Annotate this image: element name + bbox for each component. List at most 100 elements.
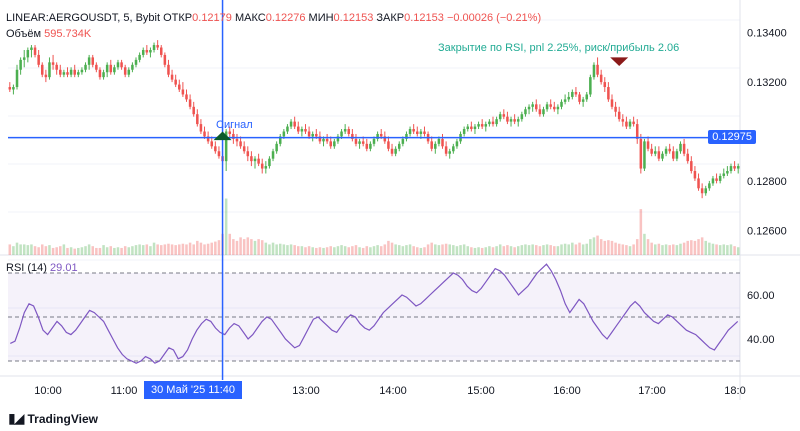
close-label: ЗАКР (376, 12, 405, 24)
volume-bar (120, 247, 123, 255)
trade-exit-annotation: Закрытие по RSI, pnl 2.25%, риск/прибыль… (438, 42, 680, 54)
volume-bar (646, 239, 650, 255)
candle-body (268, 158, 271, 167)
volume-legend[interactable]: Объём 595.734K (6, 28, 91, 40)
volume-bar (178, 244, 181, 255)
price-tick-label: 0.13400 (747, 28, 787, 40)
volume-bar (131, 246, 134, 255)
candle-body (98, 69, 102, 78)
volume-bar (278, 243, 282, 255)
volume-bar (589, 239, 592, 255)
candle-body (394, 148, 397, 154)
volume-bar (333, 247, 336, 255)
volume-bar (459, 245, 462, 255)
candle-body (455, 141, 459, 147)
candle-body (383, 136, 387, 142)
volume-bar (470, 247, 473, 255)
candle-body (610, 99, 614, 107)
rsi-legend[interactable]: RSI (14) 29.01 (6, 262, 78, 274)
volume-bar (145, 244, 149, 255)
volume-bar (722, 244, 726, 255)
volume-bar (661, 245, 664, 255)
candle-body (672, 151, 675, 159)
tradingview-logo[interactable]: ▮◢ TradingView (8, 410, 98, 427)
time-tick-label: 16:00 (553, 385, 581, 397)
candle-body (491, 121, 495, 125)
rsi-value: 29.01 (50, 262, 78, 274)
volume-bar (376, 245, 379, 255)
rsi-tick-label: 60.00 (747, 290, 775, 302)
volume-bar (318, 247, 322, 255)
volume-bar (80, 247, 84, 255)
volume-bar (286, 245, 289, 255)
crosshair-time-tag: 30 Май '25 11:40 (144, 381, 242, 399)
volume-bar (452, 245, 455, 255)
candle-body (376, 133, 379, 139)
candle-body (181, 89, 185, 95)
volume-bar (491, 247, 495, 255)
volume-bar (91, 246, 95, 255)
candle-body (661, 153, 664, 159)
candle-body (12, 87, 15, 90)
volume-bar (535, 245, 538, 255)
volume-bar (477, 247, 480, 255)
candle-body (599, 74, 603, 83)
candle-body (621, 119, 625, 122)
candle-body (444, 146, 448, 154)
volume-bar (55, 247, 58, 255)
candle-body (736, 166, 740, 169)
candle-body (711, 178, 715, 184)
candle-body (675, 151, 679, 159)
candle-body (340, 131, 343, 137)
price-tick-label: 0.12600 (747, 225, 787, 237)
volume-bar (531, 244, 534, 255)
candle-body (617, 111, 621, 120)
time-tick-label: 10:00 (34, 385, 62, 397)
volume-bar (98, 247, 102, 255)
candle-body (607, 87, 610, 100)
symbol-label[interactable]: LINEAR:AERGOUSDT, 5, Bybit (6, 12, 161, 24)
volume-bar (542, 245, 545, 255)
volume-bar (307, 246, 311, 255)
volume-bar (614, 242, 617, 255)
volume-bar (293, 245, 296, 255)
volume-bar (159, 245, 163, 255)
volume-bar (260, 240, 264, 255)
volume-bar (185, 244, 188, 255)
candle-body (733, 166, 736, 169)
candle-body (178, 84, 181, 90)
candle-body (170, 74, 174, 80)
volume-bar (571, 242, 574, 255)
candle-body (358, 141, 361, 144)
volume-bar (444, 243, 448, 255)
candle-body (59, 69, 62, 75)
volume-bar (488, 246, 491, 255)
volume-bar (581, 244, 585, 255)
volume-bar (394, 244, 397, 255)
volume-bar (704, 240, 708, 255)
candle-body (509, 119, 513, 122)
candle-body (531, 104, 534, 107)
candle-body (116, 62, 120, 68)
candle-body (257, 158, 260, 164)
candle-body (185, 94, 188, 100)
volume-bar (84, 246, 87, 255)
candle-body (390, 148, 394, 154)
candle-body (138, 54, 141, 60)
volume-bar (495, 246, 498, 255)
candle-body (22, 57, 26, 60)
candle-body (715, 178, 718, 181)
volume-bar (242, 239, 246, 255)
volume-bar (498, 244, 502, 255)
candle-body (134, 59, 138, 65)
candle-body (51, 62, 55, 65)
volume-bar (585, 243, 589, 255)
candle-body (480, 124, 484, 127)
volume-bar (297, 246, 300, 255)
candle-body (614, 106, 617, 112)
volume-bar (733, 246, 736, 255)
volume-bar (322, 247, 325, 255)
volume-bar (268, 244, 271, 255)
candle-body (80, 69, 84, 73)
